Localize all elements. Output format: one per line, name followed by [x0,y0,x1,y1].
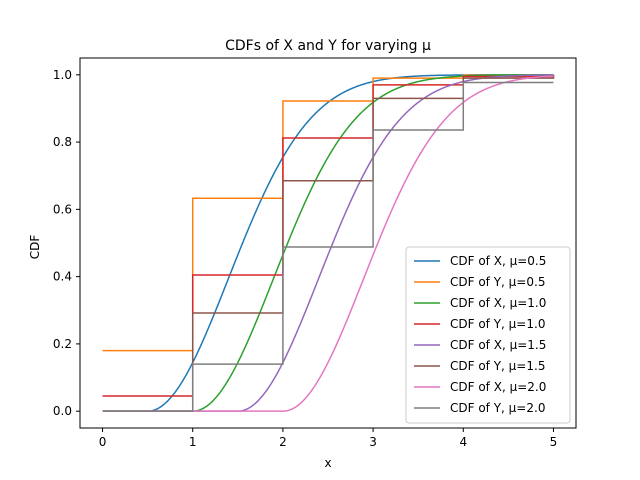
chart-title: CDFs of X and Y for varying μ [225,38,431,54]
x-tick-label: 2 [279,435,287,449]
x-tick-label: 5 [550,435,558,449]
x-tick-label: 4 [459,435,467,449]
x-tick-label: 1 [189,435,197,449]
y-tick-label: 0.2 [53,337,72,351]
y-tick-label: 1.0 [53,68,72,82]
y-axis-label: CDF [28,235,42,260]
series-line [102,81,554,412]
y-tick-label: 0.0 [53,404,72,418]
legend-entry: CDF of Y, μ=2.0 [450,401,545,415]
y-tick-label: 0.8 [53,135,72,149]
x-tick-label: 0 [99,435,107,449]
legend-entry: CDF of X, μ=2.0 [450,380,546,394]
legend-entry: CDF of Y, μ=0.5 [450,275,545,289]
legend: CDF of X, μ=0.5 CDF of Y, μ=0.5 CDF of X, … [405,246,571,424]
y-tick-label: 0.6 [53,202,72,216]
legend-entry: CDF of X, μ=1.5 [450,338,546,352]
legend-box [405,246,571,424]
y-tick-label: 0.4 [53,270,72,284]
legend-entry: CDF of X, μ=0.5 [450,254,546,268]
legend-entry: CDF of X, μ=1.0 [450,296,546,310]
plot-area [102,74,555,412]
x-axis-label: x [324,456,331,470]
axes-frame [79,57,577,429]
axis-ticks: 0 1 2 3 4 5 0.0 0.2 0.4 0.6 0.8 1.0 [53,68,557,449]
x-tick-label: 3 [369,435,377,449]
legend-entry: CDF of Y, μ=1.5 [450,359,545,373]
legend-entry: CDF of Y, μ=1.0 [450,317,545,331]
